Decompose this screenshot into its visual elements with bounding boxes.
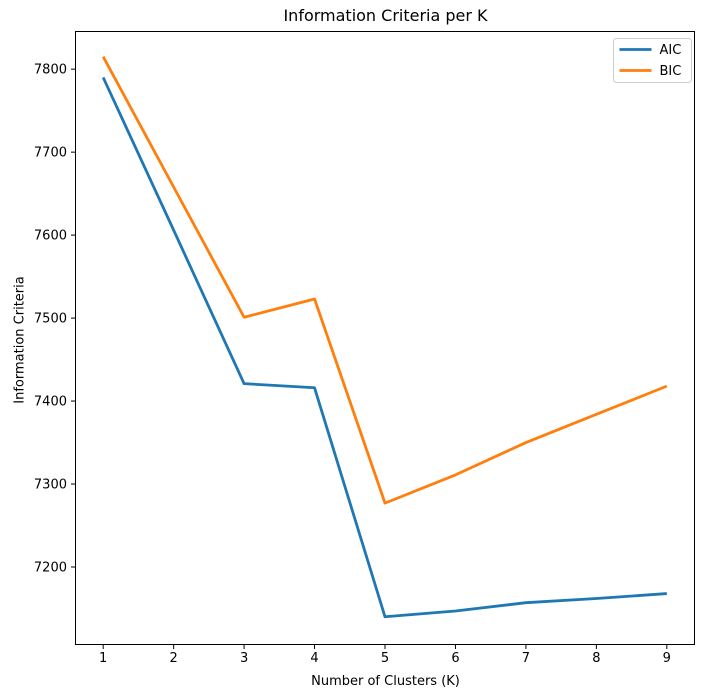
y-tick-label: 7500 <box>34 312 67 327</box>
legend-label-bic: BIC <box>660 64 682 79</box>
y-tick-label: 7200 <box>34 561 67 576</box>
y-tick-label: 7800 <box>34 63 67 78</box>
x-tick-label: 9 <box>663 651 671 666</box>
y-tick-label: 7400 <box>34 395 67 410</box>
y-tick-label: 7300 <box>34 478 67 493</box>
series-line-bic <box>101 56 668 505</box>
x-axis-label: Number of Clusters (K) <box>311 674 460 689</box>
x-tick-label: 1 <box>99 651 107 666</box>
y-tick-label: 7700 <box>34 146 67 161</box>
x-tick-label: 6 <box>451 651 459 666</box>
x-tick-label: 3 <box>240 651 248 666</box>
chart-title: Information Criteria per K <box>283 6 488 25</box>
x-tick-label: 2 <box>169 651 177 666</box>
x-tick-label: 4 <box>310 651 318 666</box>
series-line-aic <box>101 76 667 619</box>
x-tick-label: 8 <box>592 651 600 666</box>
y-tick-label: 7600 <box>34 229 67 244</box>
axes-frame <box>75 31 695 645</box>
x-tick-label: 7 <box>522 651 530 666</box>
legend-label-aic: AIC <box>660 43 682 58</box>
x-tick-label: 5 <box>381 651 389 666</box>
y-axis-label: Information Criteria <box>12 276 28 404</box>
